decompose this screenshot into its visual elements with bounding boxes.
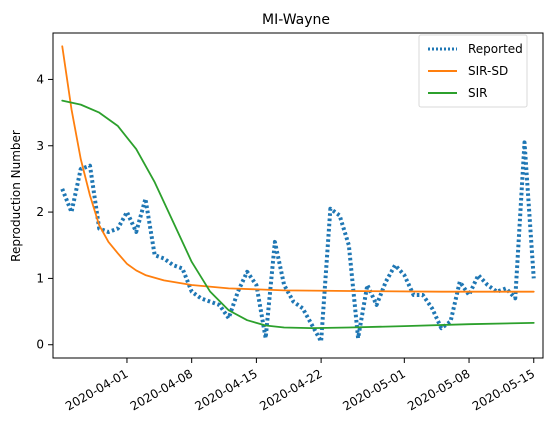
plot-frame — [52, 32, 544, 359]
y-axis-tick-label: 1 — [36, 271, 44, 285]
x-axis-tick-label: 2020-04-15 — [192, 366, 259, 413]
x-axis-tick-label: 2020-05-01 — [340, 366, 407, 413]
series-line-reported — [60, 140, 536, 344]
legend-box — [418, 34, 528, 108]
series-line-sir — [61, 99, 535, 330]
legend: Reported SIR-SD SIR — [418, 34, 528, 108]
y-axis-label: Reproduction Number — [9, 130, 23, 262]
x-axis-tick-label: 2020-04-01 — [63, 366, 130, 413]
chart-title: MI-Wayne — [262, 12, 330, 28]
y-axis-tick-label: 0 — [36, 338, 44, 352]
y-axis-tick-label: 4 — [36, 72, 44, 86]
x-axis-tick-label: 2020-05-08 — [405, 366, 472, 413]
x-axis-tick-label: 2020-04-08 — [128, 366, 195, 413]
y-axis-tick-label: 2 — [36, 205, 44, 219]
legend-sir-sd-label: SIR-SD — [468, 64, 508, 78]
series-line-sir-sd — [61, 45, 535, 293]
x-axis-tick-label: 2020-05-15 — [470, 366, 537, 413]
legend-sir-label: SIR — [468, 86, 488, 100]
y-axis-tick-label: 3 — [36, 139, 44, 153]
legend-reported-label: Reported — [468, 42, 523, 56]
x-axis-tick-label: 2020-04-22 — [257, 366, 324, 413]
